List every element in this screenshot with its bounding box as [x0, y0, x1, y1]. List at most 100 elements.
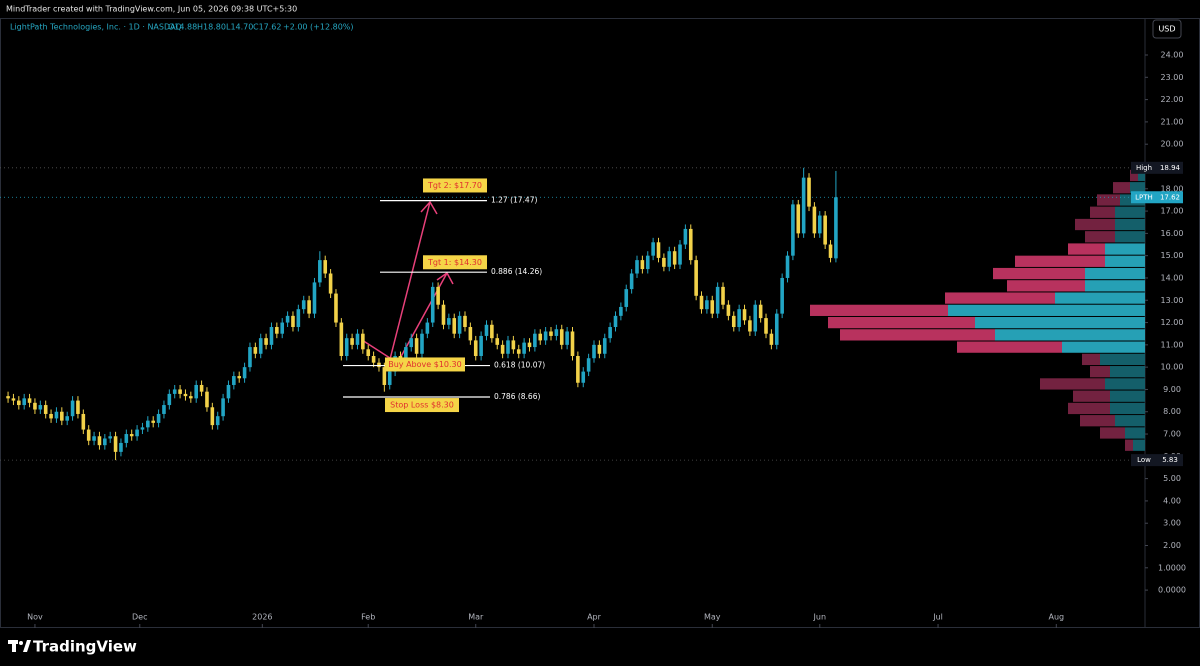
candle-body: [296, 309, 301, 328]
trade-box-label: Tgt 2: $17.70: [427, 181, 482, 190]
candle-body: [113, 436, 118, 452]
profile-up: [1110, 402, 1145, 415]
candle-body: [323, 260, 328, 274]
candle-body: [624, 289, 629, 307]
price-badge: [1157, 161, 1183, 174]
y-tick-label: 24.00: [1161, 51, 1184, 60]
profile-up: [1110, 390, 1145, 402]
candle-body: [312, 282, 317, 314]
price-badge: [1131, 191, 1157, 204]
profile-up: [1115, 415, 1145, 427]
profile-up: [1085, 267, 1145, 280]
candle-body: [586, 358, 591, 372]
y-tick-label: 16.00: [1161, 229, 1184, 238]
candle-body: [812, 206, 817, 234]
candle-body: [748, 320, 752, 332]
x-tick-label: Jul: [932, 613, 943, 622]
brand[interactable]: TradingView: [33, 638, 137, 656]
price-badge-value: 5.83: [1162, 456, 1178, 464]
profile-up: [1133, 439, 1145, 451]
candle-body: [699, 295, 704, 310]
candle-body: [404, 347, 408, 365]
candle-body: [447, 318, 451, 325]
ohlc-open: O14.88: [168, 23, 197, 32]
candle-body: [33, 402, 37, 410]
candle-body: [463, 315, 467, 328]
price-badge-label: Low: [1137, 456, 1151, 464]
trade-box-label: Tgt 1: $14.30: [427, 258, 482, 267]
candle-body: [409, 338, 414, 348]
arrow-head: [436, 271, 454, 285]
candle-body: [291, 315, 295, 328]
profile-down: [1068, 402, 1110, 415]
candle-body: [242, 367, 247, 379]
y-tick-label: 2.00: [1163, 541, 1181, 550]
candle-body: [484, 324, 489, 336]
profile-up: [1105, 378, 1145, 390]
currency-box[interactable]: [1152, 19, 1182, 39]
candle-body: [258, 338, 263, 354]
candle-body: [479, 335, 483, 356]
candle-body: [834, 197, 838, 259]
candle-body: [511, 340, 516, 350]
x-tick-label: Apr: [587, 613, 602, 622]
profile-up: [975, 316, 1145, 329]
y-tick-label: 4.00: [1163, 496, 1181, 505]
candle-body: [565, 331, 569, 345]
candle-body: [387, 371, 392, 385]
candle-body: [124, 434, 129, 443]
x-tick-label: 2026: [252, 613, 272, 622]
candle-body: [430, 286, 435, 323]
candle-body: [371, 355, 376, 363]
x-tick-label: Jun: [813, 613, 827, 622]
y-tick-label: 15.00: [1161, 251, 1184, 260]
profile-up: [1138, 169, 1145, 182]
y-tick-label: 22.00: [1161, 95, 1184, 104]
candle-body: [436, 286, 440, 305]
y-tick-label: 18.00: [1161, 184, 1184, 193]
profile-down: [1113, 182, 1130, 194]
candle-body: [500, 344, 505, 354]
candle-body: [81, 413, 86, 430]
profile-up: [1062, 341, 1145, 353]
profile-down: [1007, 280, 1085, 292]
candle-body: [301, 300, 306, 310]
candle-body: [226, 384, 231, 399]
profile-down: [1073, 390, 1110, 402]
profile-down: [828, 316, 975, 329]
candle-body: [285, 315, 290, 323]
profile-up: [948, 304, 1145, 316]
currency[interactable]: USD: [1158, 25, 1175, 34]
candle-body: [592, 344, 596, 359]
profile-up: [1110, 366, 1145, 378]
logo-part: [23, 640, 31, 652]
profile-down: [1082, 353, 1100, 366]
price-badge: [1157, 454, 1183, 467]
y-tick-label: 0.0000: [1158, 586, 1186, 595]
candle-body: [86, 429, 91, 441]
candle-body: [328, 273, 333, 294]
candle-body: [70, 400, 75, 417]
profile-down: [1085, 231, 1115, 243]
candle-body: [344, 338, 349, 356]
arrow-line: [387, 201, 431, 368]
candle-body: [162, 405, 166, 414]
y-tick-label: 5.00: [1163, 474, 1181, 483]
candle-body: [350, 338, 354, 345]
logo-part: [19, 641, 23, 645]
trade-box: [385, 357, 465, 372]
trade-box: [423, 255, 487, 270]
symbol: LightPath Technologies, Inc. · 1D · NASD…: [10, 23, 182, 32]
x-tick-label: Aug: [1048, 613, 1064, 622]
ohlc-high: H18.80: [197, 23, 226, 32]
profile-up: [1105, 255, 1145, 267]
candle-body: [425, 322, 430, 334]
y-tick-label: 11.00: [1161, 340, 1184, 349]
candle-body: [17, 400, 21, 406]
candle-body: [221, 398, 225, 417]
candle-body: [737, 309, 741, 328]
candle-body: [129, 434, 134, 437]
y-tick-label: 20.00: [1161, 140, 1184, 149]
y-tick-label: 12.00: [1161, 318, 1184, 327]
